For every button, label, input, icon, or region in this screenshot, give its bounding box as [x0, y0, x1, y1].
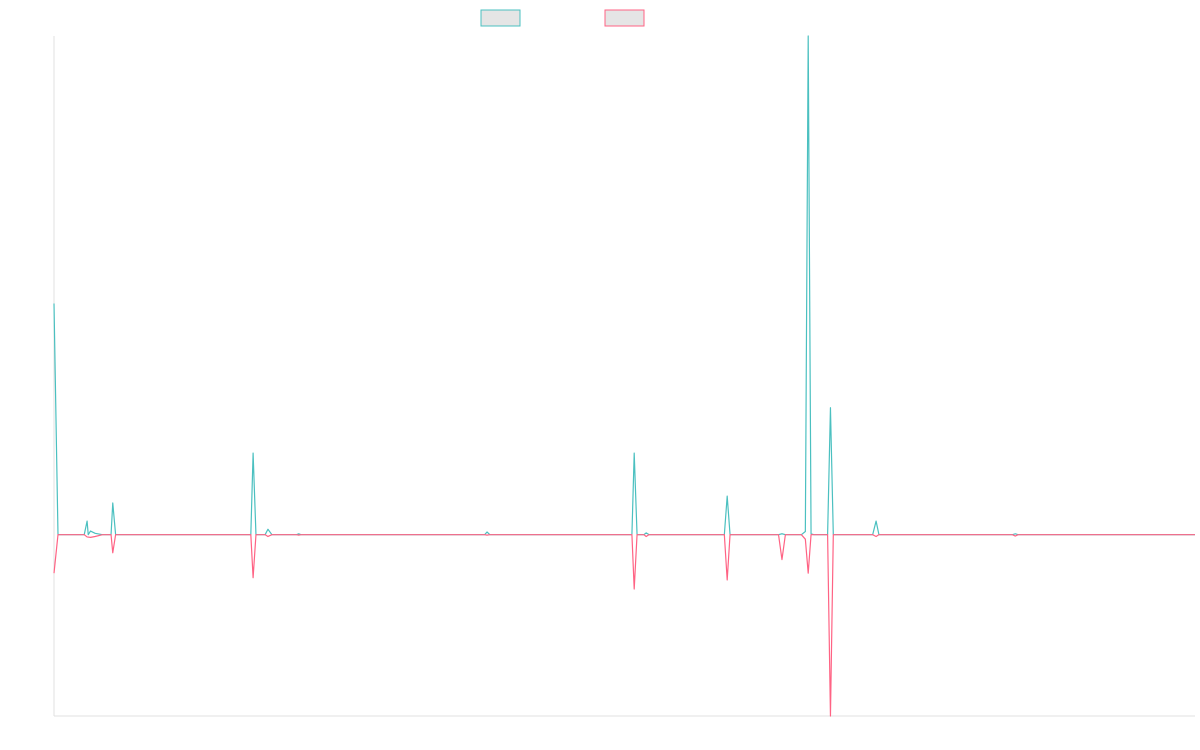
legend-swatch-1 [480, 9, 521, 27]
series-line-2 [53, 534, 1195, 717]
legend-swatch-2 [604, 9, 645, 27]
series-line-1 [53, 35, 1195, 536]
